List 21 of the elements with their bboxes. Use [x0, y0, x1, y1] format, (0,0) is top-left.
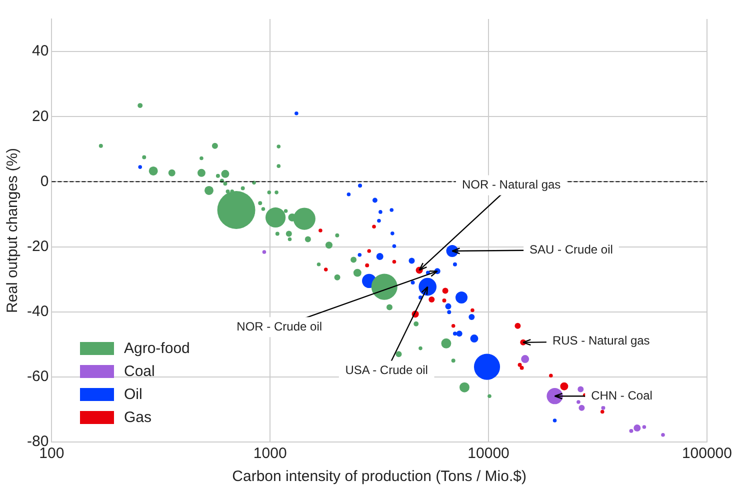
y-tick-label: 20	[32, 108, 49, 125]
annotation: NOR - Crude oil	[236, 319, 322, 334]
legend-label: Coal	[124, 363, 155, 380]
annotation: USA - Crude oil	[345, 363, 428, 378]
y-tick-label: 40	[32, 42, 49, 60]
legend-label: Agro-food	[124, 340, 190, 357]
annotation: CHN - Coal	[591, 388, 652, 402]
x-tick-label: 1000	[253, 445, 287, 462]
y-tick-label: -60	[26, 368, 49, 386]
annotation: RUS - Natural gas	[552, 334, 650, 348]
legend-label: Oil	[124, 386, 142, 403]
x-tick-label: 10000	[468, 445, 510, 462]
y-tick-label: 0	[40, 172, 49, 190]
x-axis-title: Carbon intensity of production (Tons / Mio.$)	[232, 468, 526, 486]
legend-label: Gas	[124, 409, 152, 426]
y-axis-title: Real output changes (%)	[4, 148, 22, 314]
annotation: NOR - Natural gas	[462, 178, 561, 192]
y-tick-label: -40	[26, 302, 49, 320]
y-tick-label: -20	[26, 238, 49, 255]
x-tick-label: 100000	[682, 445, 732, 462]
annotation: SAU - Crude oil	[530, 242, 613, 256]
